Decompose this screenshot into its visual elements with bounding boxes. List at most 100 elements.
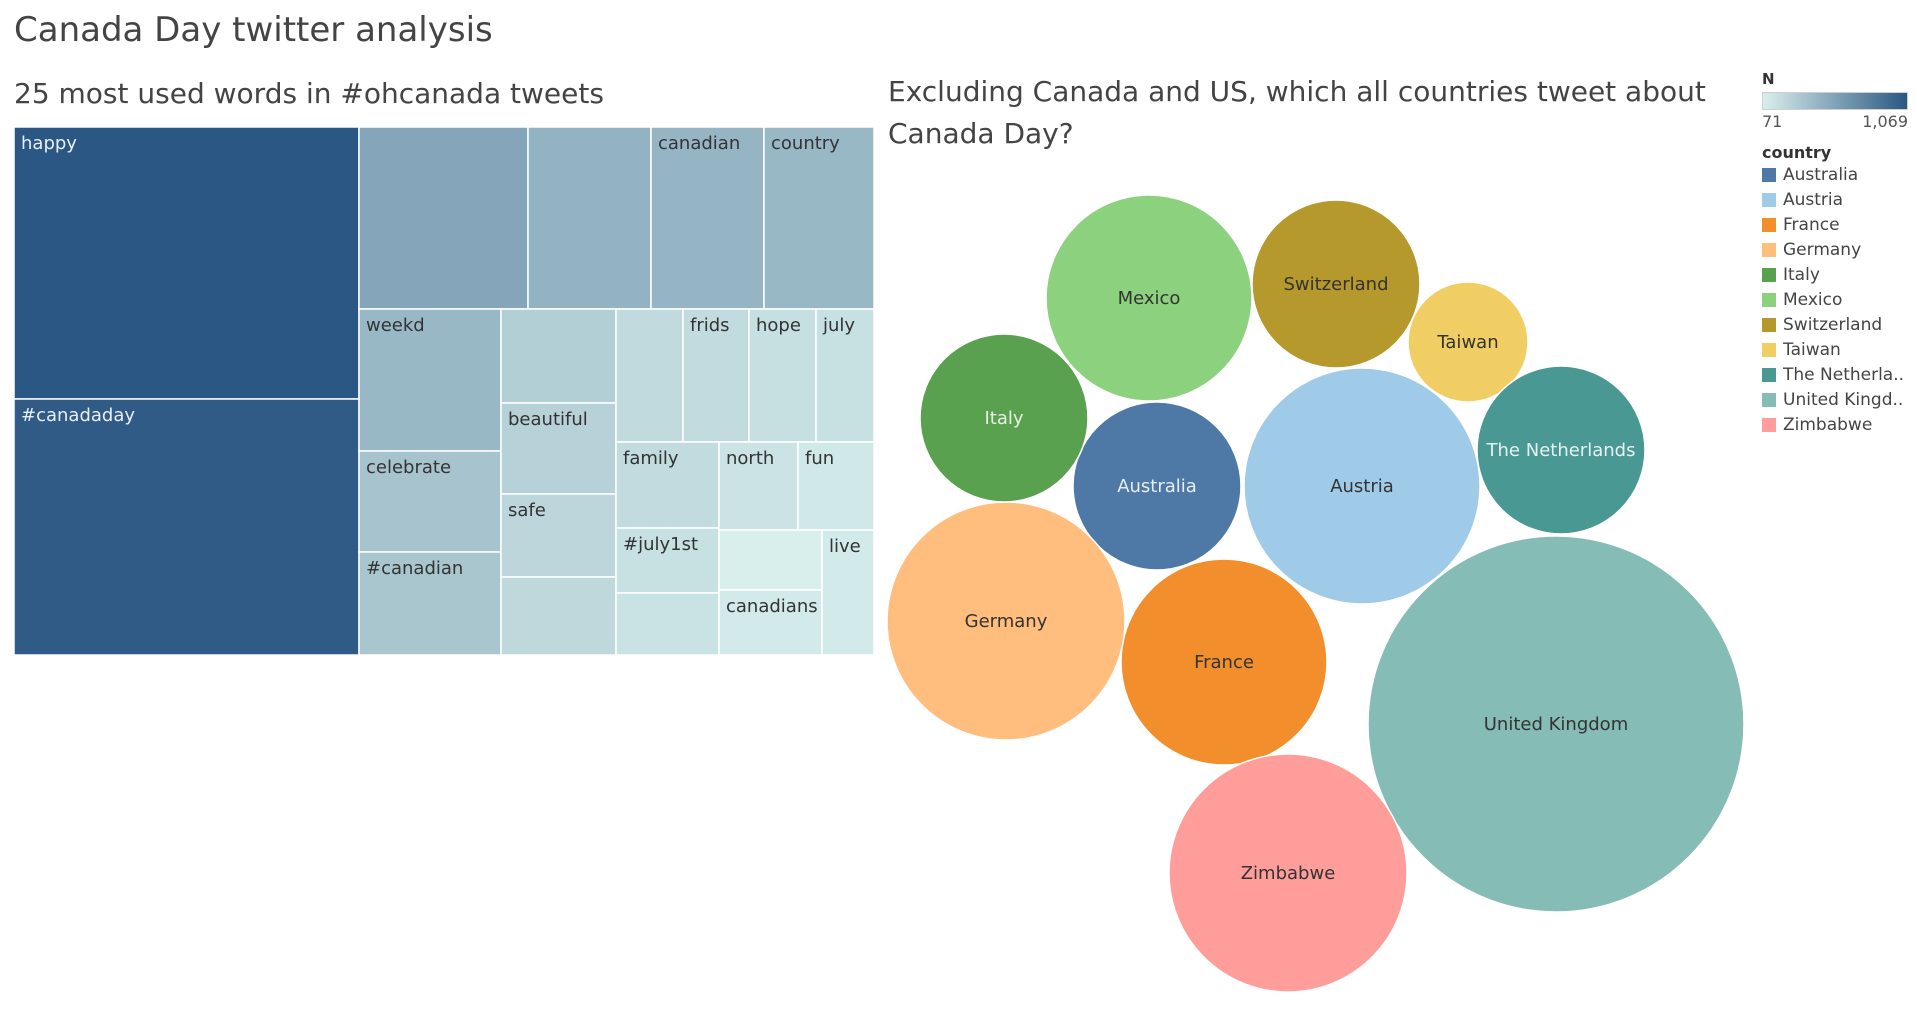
color-legend-gradient <box>1762 92 1908 110</box>
legend-item-mexico[interactable]: Mexico <box>1762 287 1912 312</box>
treemap-cell-live[interactable]: live <box>821 529 874 655</box>
legend-swatch <box>1762 242 1776 257</box>
treemap-cell-country[interactable]: country <box>763 127 874 310</box>
legend-item-italy[interactable]: Italy <box>1762 262 1912 287</box>
treemap-label: safe <box>508 500 546 521</box>
bubble-germany[interactable]: Germany <box>886 501 1126 741</box>
treemap-cell-canadaday[interactable]: #canadaday <box>14 398 360 655</box>
treemap-label: #canadaday <box>21 405 135 426</box>
color-legend-min: 71 <box>1762 112 1783 131</box>
legend-label: Australia <box>1783 164 1859 185</box>
treemap-label: #canadian <box>366 558 463 579</box>
treemap-cell-july1st[interactable]: #july1st <box>615 527 720 594</box>
country-bubble-chart[interactable]: Australia Austria France Germany Italy Mexico… <box>0 0 1750 1021</box>
treemap-label: july <box>822 315 855 336</box>
legend-swatch <box>1762 417 1776 432</box>
legend-label: Mexico <box>1783 289 1843 310</box>
treemap-cell-canadian[interactable]: #canadian <box>358 551 502 655</box>
treemap-cell-unlabeled-9[interactable] <box>500 308 617 404</box>
legend-swatch <box>1762 217 1776 232</box>
bubble-france[interactable]: France <box>1120 558 1328 766</box>
color-legend-max: 1,069 <box>1862 112 1908 131</box>
treemap-label: happy <box>21 133 77 154</box>
legend-label: Austria <box>1783 189 1844 210</box>
legend-swatch <box>1762 167 1776 182</box>
bubble-label: Italy <box>984 408 1023 429</box>
treemap-label: canadian <box>658 133 740 154</box>
bubble-united-kingdom[interactable]: United Kingdom <box>1367 535 1745 913</box>
legend-item-united-kingdom[interactable]: United Kingd.. <box>1762 387 1912 412</box>
treemap-cell-fun[interactable]: fun <box>797 441 874 531</box>
bubble-australia[interactable]: Australia <box>1072 401 1242 571</box>
treemap-cell-unlabeled-2[interactable] <box>358 127 529 310</box>
treemap-cell-frids[interactable]: frids <box>682 308 750 443</box>
legend-item-france[interactable]: France <box>1762 212 1912 237</box>
treemap-label: canadians <box>726 596 818 617</box>
legend-label: Taiwan <box>1783 339 1841 360</box>
treemap-cell-canadian[interactable]: canadian <box>650 127 765 310</box>
bubble-chart-title: Excluding Canada and US, which all count… <box>888 75 1706 150</box>
legend-label: United Kingd.. <box>1783 389 1904 410</box>
bubble-label: United Kingdom <box>1484 714 1628 735</box>
legend-label: Switzerland <box>1783 314 1883 335</box>
bubble-label: Zimbabwe <box>1241 863 1336 884</box>
bubble-label: Switzerland <box>1284 274 1389 295</box>
treemap-cell-safe[interactable]: safe <box>500 493 617 578</box>
treemap-label: beautiful <box>508 409 588 430</box>
country-legend-title: country <box>1762 143 1832 162</box>
treemap-cell-weekd[interactable]: weekd <box>358 308 502 452</box>
legend-item-zimbabwe[interactable]: Zimbabwe <box>1762 412 1912 437</box>
legend-panel: N 71 1,069 country Australia Austria Franc… <box>1762 70 1912 437</box>
bubble-the-netherlands[interactable]: The Netherlands <box>1476 365 1646 535</box>
bubble-taiwan[interactable]: Taiwan <box>1407 281 1529 403</box>
legend-label: Italy <box>1783 264 1820 285</box>
dashboard-title: Canada Day twitter analysis <box>14 10 493 50</box>
treemap-label: live <box>829 536 861 557</box>
legend-swatch <box>1762 367 1776 382</box>
bubble-austria[interactable]: Austria <box>1243 367 1481 605</box>
legend-swatch <box>1762 292 1776 307</box>
treemap-cell-family[interactable]: family <box>615 441 720 529</box>
legend-item-taiwan[interactable]: Taiwan <box>1762 337 1912 362</box>
treemap-title: 25 most used words in #ohcanada tweets <box>14 77 604 110</box>
treemap-label: frids <box>690 315 730 336</box>
legend-label: France <box>1783 214 1840 235</box>
treemap-cell-celebrate[interactable]: celebrate <box>358 450 502 553</box>
legend-label: The Netherla.. <box>1783 364 1905 385</box>
color-legend-title: N <box>1762 70 1775 88</box>
bubble-label: The Netherlands <box>1486 440 1636 461</box>
treemap-cell-unlabeled-13[interactable] <box>615 308 684 443</box>
treemap-label: family <box>623 448 679 469</box>
country-legend: Australia Austria France Germany Italy Mexico… <box>1762 162 1912 437</box>
treemap-label: country <box>771 133 840 154</box>
bubble-zimbabwe[interactable]: Zimbabwe <box>1168 753 1408 993</box>
bubble-label: Taiwan <box>1436 332 1498 353</box>
treemap-cell-unlabeled-19[interactable] <box>615 592 720 655</box>
treemap-label: weekd <box>366 315 425 336</box>
legend-label: Germany <box>1783 239 1862 260</box>
treemap-label: hope <box>756 315 801 336</box>
bubble-switzerland[interactable]: Switzerland <box>1251 199 1421 369</box>
legend-item-the-netherlands[interactable]: The Netherla.. <box>1762 362 1912 387</box>
treemap-label: celebrate <box>366 457 451 478</box>
treemap-cell-north[interactable]: north <box>718 441 799 531</box>
word-treemap[interactable]: happy #canadaday canadian country weekd celeb… <box>14 127 874 655</box>
treemap-cell-beautiful[interactable]: beautiful <box>500 402 617 495</box>
legend-item-switzerland[interactable]: Switzerland <box>1762 312 1912 337</box>
treemap-cell-happy[interactable]: happy <box>14 127 360 400</box>
bubble-label: Mexico <box>1118 288 1181 309</box>
bubble-label: Australia <box>1117 476 1197 497</box>
treemap-cell-july[interactable]: july <box>815 308 874 443</box>
treemap-label: #july1st <box>623 534 698 555</box>
legend-item-germany[interactable]: Germany <box>1762 237 1912 262</box>
bubble-mexico[interactable]: Mexico <box>1045 194 1253 402</box>
legend-label: Zimbabwe <box>1783 414 1873 435</box>
treemap-label: fun <box>805 448 834 469</box>
legend-item-austria[interactable]: Austria <box>1762 187 1912 212</box>
bubble-italy[interactable]: Italy <box>919 333 1089 503</box>
legend-swatch <box>1762 392 1776 407</box>
treemap-cell-canadians[interactable]: canadians <box>718 589 823 655</box>
legend-item-australia[interactable]: Australia <box>1762 162 1912 187</box>
treemap-cell-unlabeled-12[interactable] <box>500 576 617 655</box>
bubble-label: Germany <box>965 611 1048 632</box>
